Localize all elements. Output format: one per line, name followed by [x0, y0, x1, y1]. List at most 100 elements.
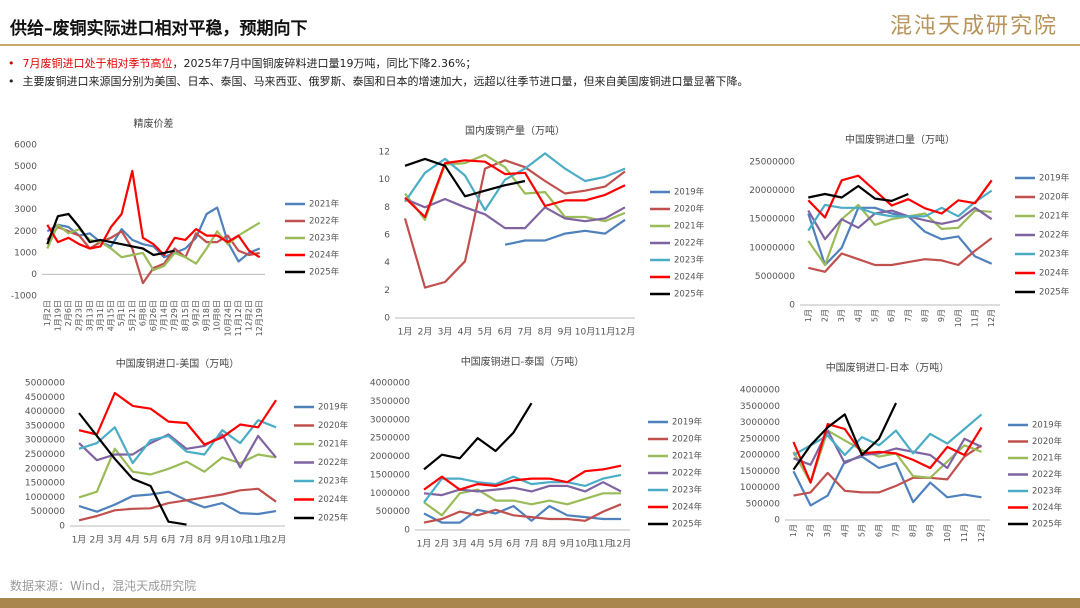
- legend-label: 2024年: [309, 250, 340, 261]
- series-line: [404, 159, 626, 219]
- x-tick-label: 7月: [904, 309, 913, 322]
- x-tick-label: 2月: [90, 535, 105, 546]
- x-tick-label: 2月23日: [75, 300, 84, 331]
- series-line: [46, 212, 175, 257]
- x-tick-label: 5月: [857, 524, 866, 537]
- y-tick-label: 4: [384, 258, 390, 268]
- x-tick-label: 4月: [458, 327, 473, 338]
- x-tick-label: 8月: [197, 535, 212, 546]
- y-tick-label: 500000: [31, 507, 66, 517]
- series-line: [792, 455, 982, 507]
- y-tick-label: 1000000: [740, 483, 780, 493]
- y-tick-label: 3000000: [25, 436, 65, 446]
- legend-label: 2023年: [674, 255, 705, 266]
- y-tick-label: 15000000: [749, 215, 795, 225]
- y-tick-label: 1500000: [370, 470, 410, 480]
- x-tick-label: 12月2日: [245, 300, 254, 331]
- x-tick-label: 9月: [215, 535, 230, 546]
- x-tick-label: 11月: [595, 327, 615, 338]
- x-tick-label: 1月: [804, 309, 813, 322]
- x-tick-label: 2月: [418, 327, 433, 338]
- series-line: [423, 505, 621, 524]
- y-tick-label: 4000000: [740, 386, 780, 396]
- y-tick-label: 3000000: [740, 418, 780, 428]
- series-line: [504, 218, 626, 246]
- legend-label: 2020年: [674, 204, 705, 215]
- x-tick-label: 10月24日: [223, 300, 232, 336]
- y-tick-label: 2000000: [740, 451, 780, 461]
- bullet: • 主要废铜进口来源国分别为美国、日本、泰国、马来西亚、俄罗斯、泰国和日本的增速加…: [8, 75, 749, 88]
- x-tick-label: 12月: [977, 524, 986, 542]
- y-tick-label: 3000: [14, 205, 37, 215]
- series-line: [792, 402, 897, 471]
- x-tick-label: 5月: [478, 327, 493, 338]
- y-tick-label: 2500000: [370, 434, 410, 444]
- y-tick-label: 4000000: [370, 379, 410, 389]
- series-line: [793, 444, 983, 497]
- legend-label: 2021年: [1039, 211, 1070, 222]
- x-tick-label: 6月26日: [149, 300, 158, 331]
- x-tick-label: 5月21日: [128, 300, 137, 331]
- x-tick-label: 3月: [438, 327, 453, 338]
- series-line: [404, 157, 526, 198]
- y-tick-label: 1500000: [25, 479, 65, 489]
- x-tick-label: 1月: [417, 539, 432, 550]
- y-tick-label: 1000000: [370, 489, 410, 499]
- legend-label: 2023年: [1039, 249, 1070, 260]
- series-line: [46, 169, 261, 259]
- legend-label: 2019年: [1032, 420, 1063, 431]
- y-tick-label: 2500000: [740, 434, 780, 444]
- x-tick-label: 9月: [558, 327, 573, 338]
- series-line: [807, 174, 993, 219]
- legend-label: 2025年: [309, 267, 340, 278]
- y-tick-label: 1500000: [740, 467, 780, 477]
- source-note: 数据来源：Wind，混沌天成研究院: [10, 579, 197, 593]
- x-tick-label: 1月: [72, 535, 87, 546]
- chart-title: 国内废铜产量（万吨）: [465, 124, 565, 137]
- x-tick-label: 12月: [615, 327, 635, 338]
- x-tick-label: 10月: [575, 539, 595, 550]
- y-tick-label: 1000000: [25, 493, 65, 503]
- chart-title: 精废价差: [134, 117, 174, 130]
- series-line: [46, 225, 260, 285]
- x-tick-label: 7月: [524, 539, 539, 550]
- x-tick-label: 8月: [542, 539, 557, 550]
- series-line: [807, 206, 993, 267]
- y-tick-label: 20000000: [749, 186, 795, 196]
- x-tick-label: 1月: [398, 327, 413, 338]
- x-tick-label: 7月29日: [170, 300, 179, 331]
- x-tick-label: 3月: [823, 524, 832, 537]
- x-tick-label: 10月8日: [213, 300, 222, 331]
- y-tick-label: 5000000: [25, 379, 65, 389]
- legend-label: 2019年: [1039, 173, 1070, 184]
- series-line: [423, 402, 533, 471]
- x-tick-label: 6月: [874, 524, 883, 537]
- legend-label: 2021年: [672, 451, 703, 462]
- series-line: [78, 419, 277, 465]
- slide-title: 供给–废铜实际进口相对平稳，预期向下: [10, 19, 308, 39]
- y-tick-label: 0: [31, 270, 37, 280]
- legend-label: 2024年: [1039, 268, 1070, 279]
- chart-title: 中国废铜进口-美国（万吨）: [116, 357, 240, 370]
- x-tick-label: 4月15日: [107, 300, 116, 331]
- x-tick-label: 7月: [518, 327, 533, 338]
- legend-label: 2020年: [1039, 192, 1070, 203]
- y-tick-label: 0: [384, 314, 390, 324]
- legend-label: 2022年: [1032, 469, 1063, 480]
- legend-label: 2023年: [1032, 486, 1063, 497]
- x-tick-label: 3月31日: [96, 300, 105, 331]
- y-tick-label: 4000000: [25, 407, 65, 417]
- x-tick-label: 4月: [470, 539, 485, 550]
- x-tick-label: 1月: [789, 524, 798, 537]
- x-tick-label: 4月: [125, 535, 140, 546]
- y-tick-label: 6000: [14, 141, 37, 151]
- x-tick-label: 5月: [143, 535, 158, 546]
- series-line: [792, 429, 982, 484]
- legend-label: 2019年: [672, 417, 703, 428]
- y-tick-label: 1000: [14, 248, 37, 258]
- legend-label: 2020年: [1032, 436, 1063, 447]
- series-line: [792, 423, 983, 484]
- legend-label: 2022年: [318, 457, 349, 468]
- series-line: [78, 490, 277, 516]
